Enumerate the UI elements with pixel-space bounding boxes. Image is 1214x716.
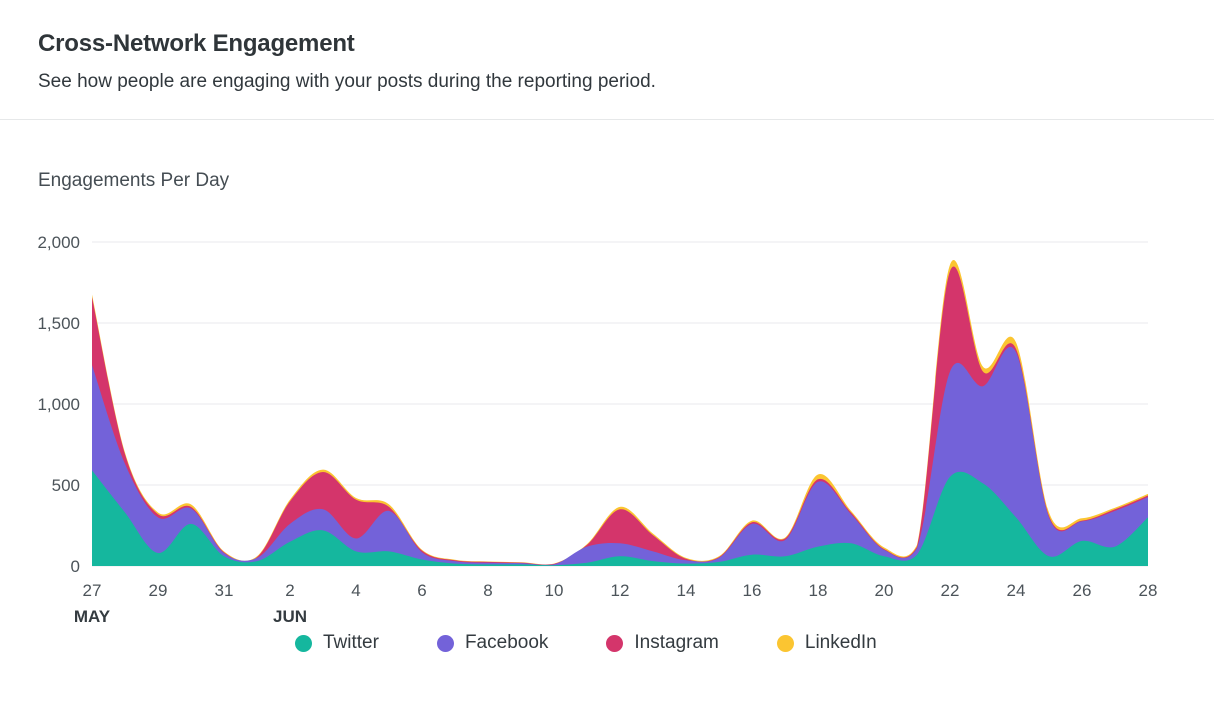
x-axis-tick-label: 20 (875, 581, 894, 600)
report-header: Cross-Network Engagement See how people … (0, 0, 1214, 120)
x-axis-tick-label: 31 (215, 581, 234, 600)
x-axis-tick-label: 8 (483, 581, 492, 600)
x-axis-tick-label: 12 (611, 581, 630, 600)
x-axis-tick-label: 24 (1007, 581, 1026, 600)
legend-dot-twitter (295, 634, 312, 652)
legend-label: Instagram (634, 632, 719, 653)
x-axis-tick-label: 14 (677, 581, 696, 600)
x-axis-tick-label: 16 (743, 581, 762, 600)
legend-item-facebook[interactable]: Facebook (436, 632, 549, 654)
legend-label: LinkedIn (804, 632, 877, 653)
page-title: Cross-Network Engagement (38, 30, 355, 57)
x-axis-tick-label: 28 (1139, 581, 1158, 600)
legend-item-instagram[interactable]: Instagram (606, 632, 719, 654)
x-axis-tick-label: 22 (941, 581, 960, 600)
x-axis-tick-label: 6 (417, 581, 426, 600)
page-subtitle: See how people are engaging with your po… (38, 71, 656, 92)
y-axis-tick-label: 0 (71, 557, 80, 576)
x-axis-tick-label: 4 (351, 581, 360, 600)
area-series-twitter (92, 470, 1148, 566)
y-axis-tick-label: 1,500 (38, 314, 80, 333)
x-axis-tick-label: 27 (83, 581, 102, 600)
legend-dot-linkedin (776, 634, 794, 652)
legend-dot-facebook (436, 634, 454, 652)
y-axis-tick-label: 2,000 (38, 233, 80, 252)
legend-item-twitter[interactable]: Twitter (295, 632, 379, 654)
x-axis-tick-label: 18 (809, 581, 828, 600)
x-axis-tick-label: 29 (149, 581, 168, 600)
legend-dot-instagram (606, 634, 624, 652)
legend-item-linkedin[interactable]: LinkedIn (776, 632, 877, 654)
legend-label: Twitter (323, 632, 379, 653)
chart-title: Engagements Per Day (38, 170, 230, 191)
x-axis-month-label: JUN (273, 607, 307, 626)
x-axis-tick-label: 2 (285, 581, 294, 600)
y-axis-tick-label: 1,000 (38, 395, 80, 414)
header-divider (0, 119, 1214, 120)
legend-label: Facebook (464, 632, 549, 653)
y-axis-tick-label: 500 (52, 476, 80, 495)
chart-legend: Twitter Facebook Instagram LinkedIn (0, 632, 1214, 654)
x-axis-tick-label: 10 (545, 581, 564, 600)
x-axis-tick-label: 26 (1073, 581, 1092, 600)
x-axis-month-label: MAY (74, 607, 111, 626)
